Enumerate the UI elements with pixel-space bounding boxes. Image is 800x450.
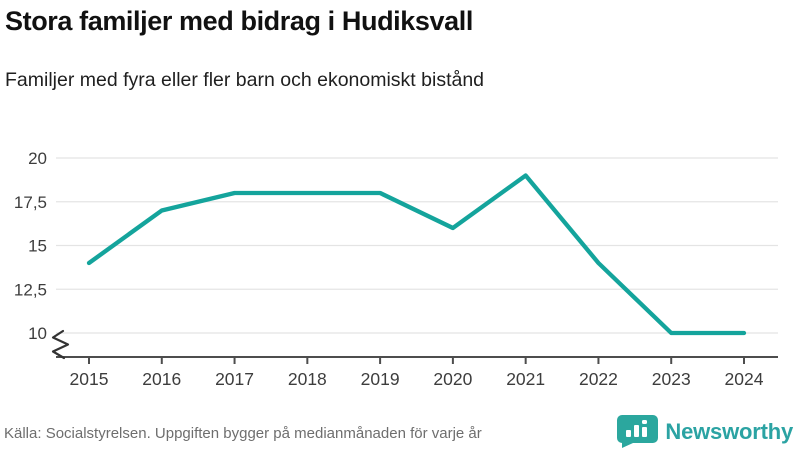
x-tick-label: 2017 — [215, 369, 254, 389]
source-note: Källa: Socialstyrelsen. Uppgiften bygger… — [4, 425, 482, 442]
x-tick-label: 2023 — [652, 369, 691, 389]
line-chart: 20 17,5 15 12,5 10 2015 2016 2017 2018 2019 2020 20… — [14, 149, 778, 389]
newsworthy-logo: Newsworthy — [617, 415, 793, 449]
data-line — [86, 173, 747, 336]
x-tick-label: 2020 — [433, 369, 472, 389]
y-tick-label: 10 — [28, 324, 47, 343]
x-tick-label: 2015 — [70, 369, 109, 389]
y-tick-label: 12,5 — [14, 280, 47, 299]
x-tick-label: 2022 — [579, 369, 618, 389]
y-tick-label: 20 — [28, 149, 47, 168]
x-tick-label: 2019 — [361, 369, 400, 389]
bar-tall — [634, 425, 640, 437]
x-tick-label: 2018 — [288, 369, 327, 389]
x-tick-label: 2021 — [506, 369, 545, 389]
chart-subtitle: Familjer med fyra eller fler barn och ek… — [5, 69, 485, 91]
axis-break-mark — [51, 329, 70, 360]
bar-medium — [642, 427, 648, 437]
brand-name: Newsworthy — [665, 419, 793, 444]
newsworthy-bubble-icon — [617, 415, 659, 448]
page-title: Stora familjer med bidrag i Hudiksvall — [5, 6, 473, 36]
exclamation-dot — [642, 420, 648, 424]
y-tick-label: 17,5 — [14, 193, 47, 212]
y-tick-label: 15 — [28, 237, 47, 256]
bar-short — [626, 430, 632, 437]
x-tick-label: 2016 — [142, 369, 181, 389]
x-tick-label: 2024 — [725, 369, 764, 389]
